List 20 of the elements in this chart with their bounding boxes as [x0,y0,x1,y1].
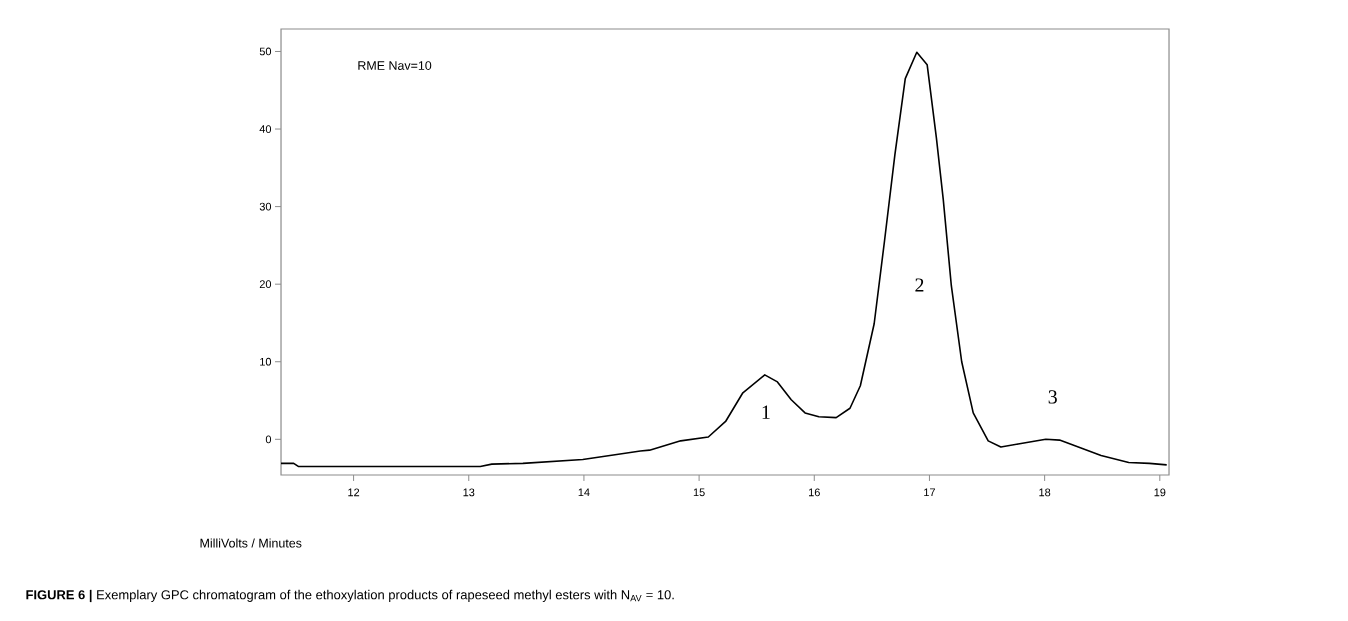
x-tick-label: 15 [693,488,705,497]
y-tick-label: 30 [259,202,272,211]
y-tick-label: 40 [259,125,272,133]
x-tick-label: 14 [578,488,590,497]
y-tick-label: 10 [260,357,272,366]
text: FIGURE 6 | Exemplary GPC chromatogram of the ethoxylation products of rapeseed methyl esters with N$_{AV}$ = 10. [26,589,674,603]
x-tick-label: 17 [924,488,935,497]
annotation: 3 [1048,390,1057,404]
x-tick-label: 18 [1039,488,1051,497]
x-tick-label: 13 [463,488,475,497]
x-axis-title: MilliVolts / Minutes [200,538,302,548]
y-tick-label: 50 [259,47,272,56]
x-tick-label: 12 [348,488,360,497]
annotation: 2 [915,278,924,292]
y-tick-label: 0 [265,435,272,444]
x-tick-label: 19 [1154,488,1166,497]
annotation: RME Nav=10 [358,61,432,70]
annotation: 1 [762,405,770,419]
y-tick-label: 20 [259,280,272,289]
x-tick-label: 16 [809,488,820,497]
